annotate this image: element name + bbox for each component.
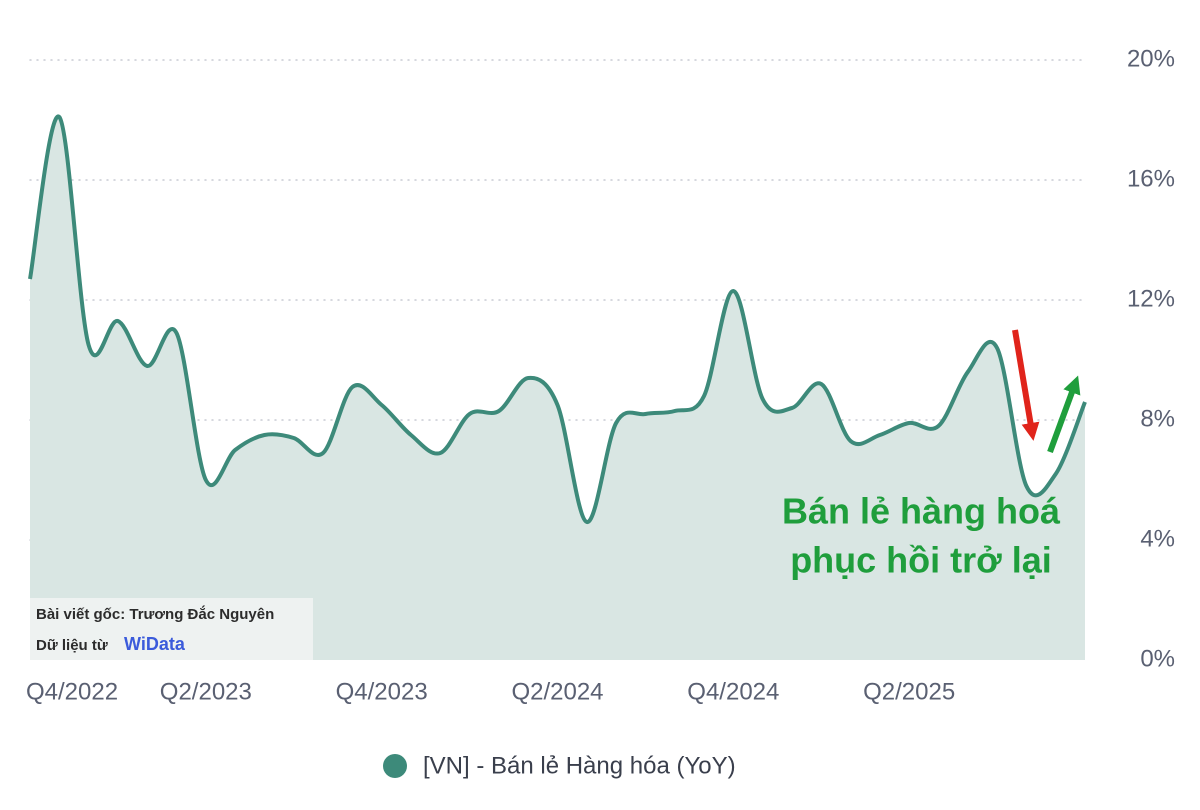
x-tick-label: Q2/2023: [160, 678, 252, 705]
y-tick-label: 8%: [1140, 405, 1175, 432]
source-prefix: Dữ liệu từ: [36, 637, 108, 654]
source-author: Bài viết gốc: Trương Đắc Nguyên: [36, 605, 274, 623]
annotation: Bán lẻ hàng hoá: [782, 491, 1061, 532]
line: [28, 114, 1087, 525]
y-tick-label: 16%: [1127, 165, 1175, 192]
x-tick-label: Q4/2022: [26, 678, 118, 705]
x-tick-label: Q4/2024: [687, 678, 779, 705]
y-tick-label: 20%: [1127, 45, 1175, 72]
y-tick-label: 0%: [1140, 645, 1175, 672]
x-tick-label: Q2/2024: [511, 678, 603, 705]
y-tick-label: 4%: [1140, 525, 1175, 552]
area: [30, 116, 1085, 660]
legend-swatch: [383, 754, 407, 778]
x-tick-label: Q4/2023: [336, 678, 428, 705]
arrow-down: [1012, 329, 1040, 441]
source-logo: WiData: [124, 634, 186, 654]
legend: [VN] - Bán lẻ Hàng hóa (YoY): [383, 752, 736, 779]
arrow-up: [1047, 375, 1081, 454]
plot: [28, 114, 1087, 660]
y-tick-label: 12%: [1127, 285, 1175, 312]
source-box: [30, 598, 313, 660]
annotation: phục hồi trở lại: [790, 540, 1052, 581]
x-tick-label: Q2/2025: [863, 678, 955, 705]
legend-label: [VN] - Bán lẻ Hàng hóa (YoY): [423, 752, 736, 779]
